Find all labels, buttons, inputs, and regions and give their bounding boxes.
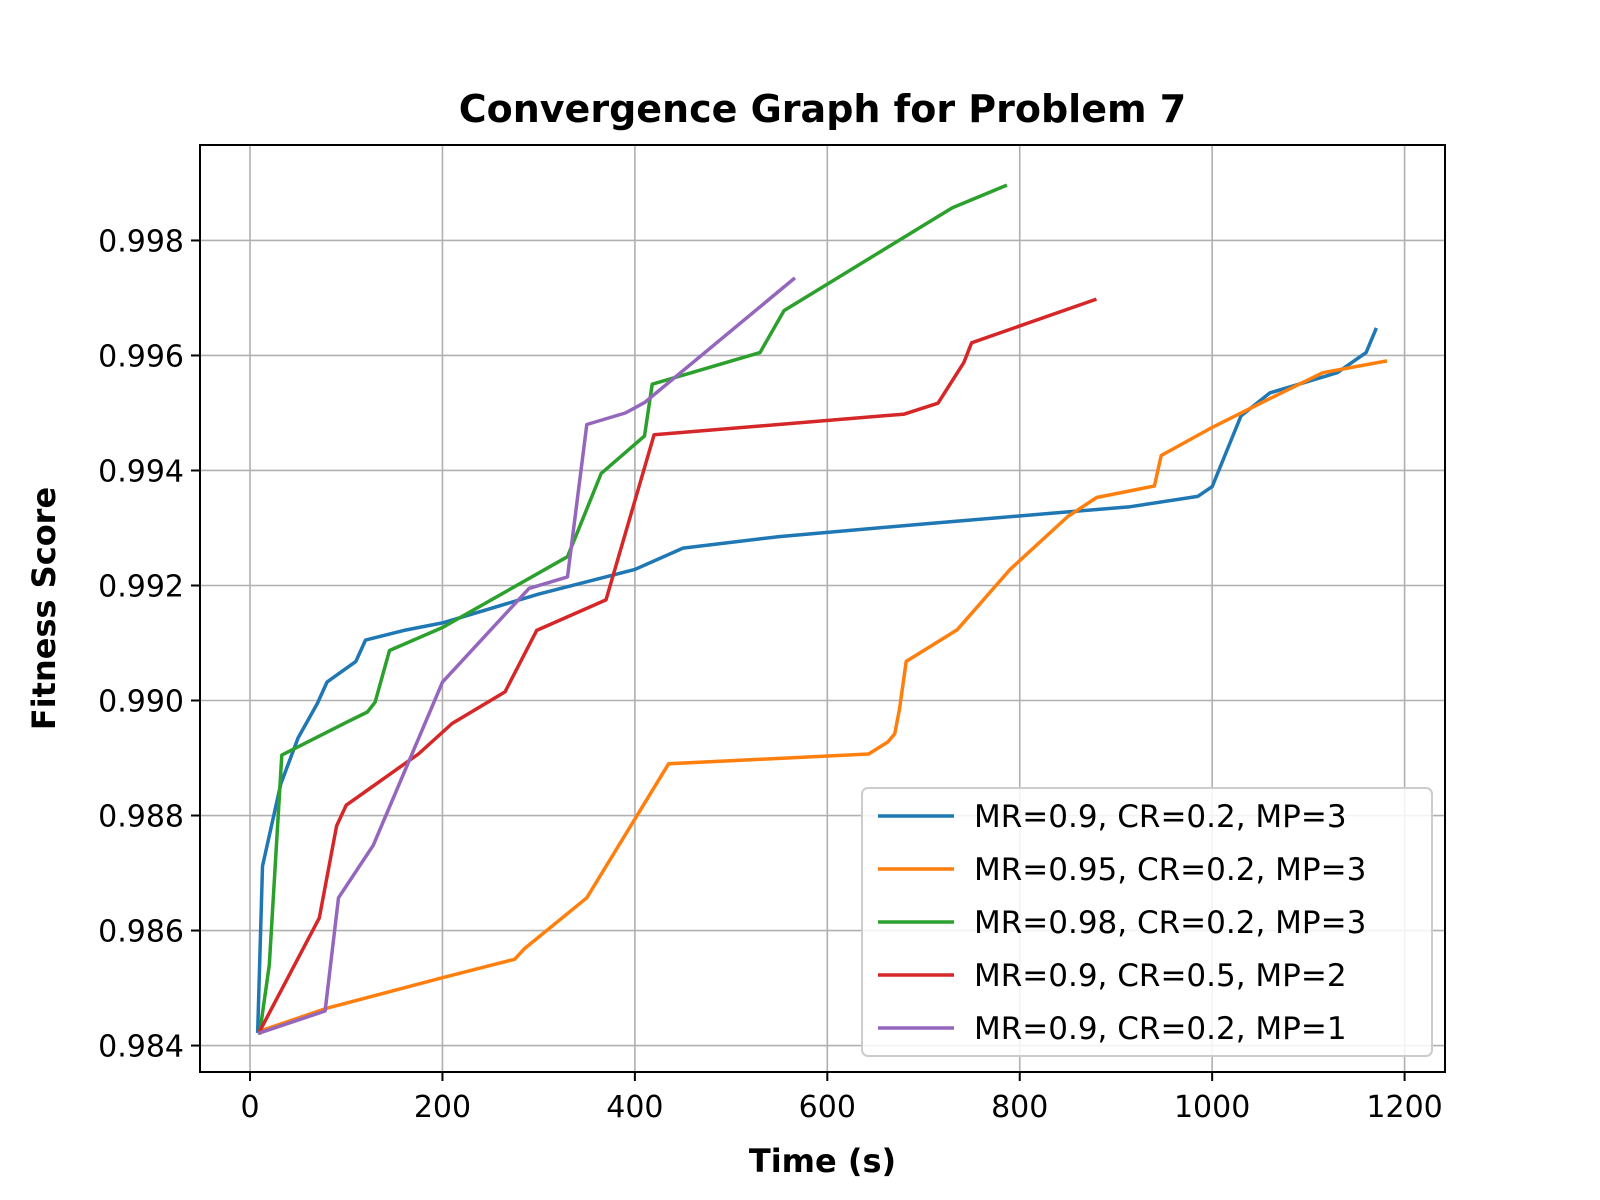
y-tick-label: 0.990 <box>98 685 184 720</box>
chart-title: Convergence Graph for Problem 7 <box>459 87 1187 131</box>
y-tick-label: 0.988 <box>98 800 184 835</box>
series-layer <box>255 183 1388 1036</box>
y-axis-label: Fitness Score <box>25 487 63 730</box>
series-line-4 <box>257 297 1098 1034</box>
x-tick-label: 400 <box>606 1090 663 1125</box>
series-line-1 <box>255 327 1378 1034</box>
legend: MR=0.9, CR=0.2, MP=3 MR=0.95, CR=0.2, MP=… <box>861 787 1433 1057</box>
x-tick-label: 0 <box>240 1090 259 1125</box>
x-tick-label: 800 <box>991 1090 1048 1125</box>
legend-label: MR=0.95, CR=0.2, MP=3 <box>974 852 1366 888</box>
legend-label: MR=0.98, CR=0.2, MP=3 <box>974 905 1366 941</box>
series-line-2 <box>257 359 1388 1034</box>
series-line-3 <box>257 183 1008 1035</box>
x-axis-label: Time (s) <box>749 1142 896 1180</box>
legend-label: MR=0.9, CR=0.2, MP=3 <box>974 799 1347 835</box>
series-line-5 <box>257 276 797 1036</box>
tick-layer: 0 200 400 600 800 1000 1200 0.984 0.986 0.988 0.99… <box>98 224 1443 1125</box>
y-tick-label: 0.986 <box>98 915 184 950</box>
y-tick-label: 0.998 <box>98 224 184 259</box>
y-tick-label: 0.992 <box>98 569 184 604</box>
y-tick-label: 0.994 <box>98 454 184 489</box>
x-tick-label: 1000 <box>1174 1090 1250 1125</box>
x-tick-label: 1200 <box>1366 1090 1442 1125</box>
x-tick-label: 600 <box>799 1090 856 1125</box>
y-tick-label: 0.984 <box>98 1030 184 1065</box>
y-tick-label: 0.996 <box>98 339 184 374</box>
plot-frame <box>199 144 1446 1073</box>
legend-label: MR=0.9, CR=0.2, MP=1 <box>974 1011 1347 1047</box>
x-tick-label: 200 <box>414 1090 471 1125</box>
legend-box <box>861 787 1433 1057</box>
legend-label: MR=0.9, CR=0.5, MP=2 <box>974 958 1347 994</box>
